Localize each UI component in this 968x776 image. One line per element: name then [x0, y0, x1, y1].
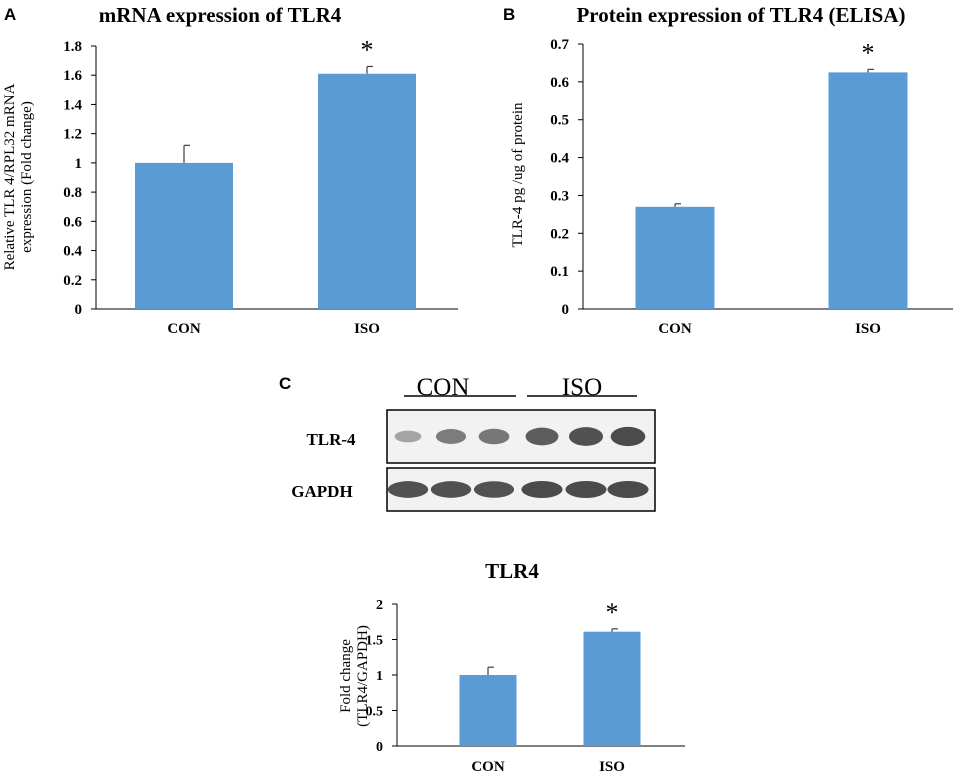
chart-b-ytick-label: 0.4: [550, 151, 569, 167]
chart-a-ytick-label: 0.6: [63, 214, 82, 230]
chart-c-category-label-iso: ISO: [599, 759, 625, 775]
blot-group-label-con: CON: [417, 374, 470, 401]
chart-a-bar-iso: [318, 73, 416, 309]
panel-b: B Protein expression of TLR4 (ELISA) TLR…: [503, 3, 953, 337]
chart-b-category-label-iso: ISO: [855, 321, 881, 337]
blot-band-gapdh-5: [565, 480, 607, 499]
chart-b-ytick-label: 0.1: [550, 264, 569, 280]
panel-c-chart: TLR4 Fold change (TLR4/GAPDH) 0 0.5 1 1.5 2 C…: [338, 559, 685, 775]
blot-band-tlr4-5: [568, 427, 604, 446]
blot-frame-tlr4: [386, 409, 656, 464]
chart-c-title: TLR4: [485, 559, 539, 583]
chart-b-plot: 0 0.1 0.2 0.3 0.4 0.5 0.6 0.7 CON ISO *: [550, 37, 953, 337]
chart-c-ytick-label: 1.5: [366, 634, 384, 649]
blot-strip-tlr4: [386, 409, 656, 464]
chart-a-plot: 0 0.2 0.4 0.6 0.8 1 1.2 1.4 1.6 1.8 CON ISO *: [63, 35, 458, 337]
chart-b-ylabel: TLR-4 pg /ug of protein: [510, 102, 526, 247]
panel-a: A mRNA expression of TLR4 Relative TLR 4…: [2, 3, 458, 337]
chart-c-ylabel-line2: (TLR4/GAPDH): [355, 625, 371, 727]
chart-c-ytick-label: 2: [376, 598, 383, 613]
chart-a-ytick-label: 0.8: [63, 185, 82, 201]
chart-c-ytick-label: 0: [376, 740, 383, 755]
chart-b-ytick-label: 0.3: [550, 188, 569, 204]
blot-band-tlr4-6: [610, 426, 646, 447]
chart-a-ytick-label: 1: [75, 156, 83, 172]
chart-c-bar-iso: [583, 631, 641, 746]
chart-a-title: mRNA expression of TLR4: [99, 3, 342, 27]
chart-c-ytick-label: 1: [376, 669, 383, 684]
blot-band-tlr4-3: [478, 428, 510, 445]
blot-group-label-iso: ISO: [562, 374, 602, 401]
blot-band-tlr4-1: [394, 430, 422, 443]
chart-a-ylabel-line1: Relative TLR 4/RPL32 mRNA: [2, 83, 18, 270]
blot-band-gapdh-6: [607, 480, 649, 499]
chart-b-ytick-label: 0.2: [550, 226, 569, 242]
chart-a-ytick-label: 1.4: [63, 97, 82, 113]
chart-a-ytick-label: 0.2: [63, 273, 82, 289]
chart-a-ytick-label: 1.8: [63, 39, 82, 55]
chart-b-bar-con: [635, 206, 715, 309]
chart-b-bar-iso: [828, 72, 908, 310]
chart-c-ylabel-line1: Fold change: [338, 639, 354, 713]
chart-c-plot: 0 0.5 1 1.5 2 CON ISO *: [366, 598, 685, 775]
chart-c-category-label-con: CON: [471, 759, 505, 775]
blot-band-tlr4-4: [525, 427, 559, 446]
blot-strip-gapdh: [386, 467, 656, 512]
chart-a-ytick-label: 1.6: [63, 68, 82, 84]
chart-a-ytick-label: 0.4: [63, 244, 82, 260]
blot-band-gapdh-1: [387, 481, 429, 498]
blot-band-gapdh-3: [473, 481, 515, 498]
chart-b-ytick-label: 0: [562, 302, 570, 318]
chart-a-significance-iso: *: [361, 35, 374, 64]
chart-c-significance-iso: *: [606, 598, 619, 627]
chart-a-ylabel-line2: expression (Fold change): [19, 101, 35, 253]
chart-a-category-label-iso: ISO: [354, 321, 380, 337]
panel-label-c: C: [279, 374, 291, 393]
chart-b-ytick-label: 0.7: [550, 37, 569, 53]
chart-c-bar-con: [459, 675, 517, 746]
blot-row-label-tlr4: TLR-4: [306, 430, 356, 449]
panel-label-a: A: [4, 5, 16, 24]
blot-band-gapdh-4: [521, 480, 563, 499]
panel-label-b: B: [503, 5, 515, 24]
chart-b-title: Protein expression of TLR4 (ELISA): [576, 3, 905, 27]
blot-row-label-gapdh: GAPDH: [291, 482, 352, 501]
chart-a-ytick-label: 0: [75, 302, 83, 318]
chart-c-ytick-label: 0.5: [366, 705, 384, 720]
panel-c: C CON ISO TLR-4 GAPDH: [279, 374, 656, 512]
chart-b-ytick-label: 0.6: [550, 75, 569, 91]
chart-a-category-label-con: CON: [167, 321, 201, 337]
chart-b-category-label-con: CON: [658, 321, 692, 337]
chart-b-significance-iso: *: [862, 38, 875, 67]
blot-band-tlr4-2: [435, 429, 467, 444]
chart-a-bar-con: [135, 162, 233, 309]
chart-a-ytick-label: 1.2: [63, 127, 82, 143]
blot-band-gapdh-2: [430, 481, 472, 498]
chart-b-ytick-label: 0.5: [550, 113, 569, 129]
